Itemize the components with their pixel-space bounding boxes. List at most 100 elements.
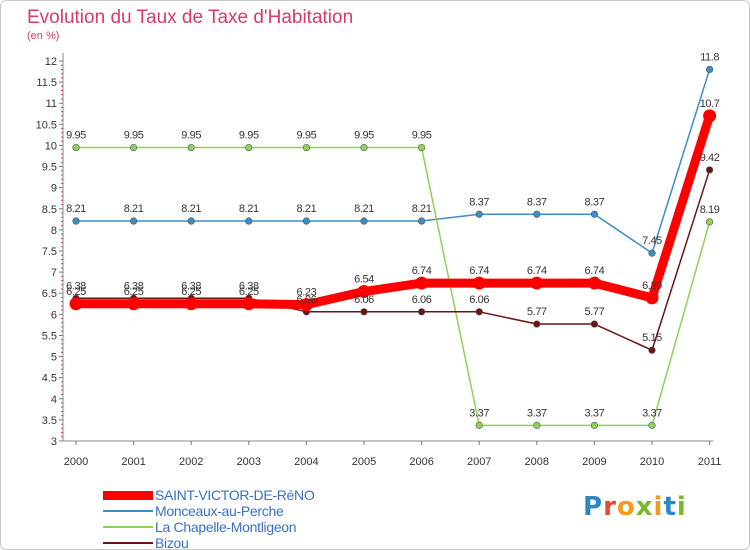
- data-point: [415, 276, 429, 290]
- data-label: 3.37: [642, 407, 662, 419]
- data-point: [475, 308, 483, 316]
- data-label: 6.38: [181, 280, 201, 292]
- data-label: 6.38: [239, 280, 259, 292]
- data-label: 3.37: [469, 407, 489, 419]
- data-label: 8.21: [354, 203, 374, 215]
- data-point: [245, 143, 253, 152]
- data-label: 9.95: [354, 130, 374, 142]
- data-point: [648, 249, 656, 257]
- x-tick-label: 2006: [409, 456, 433, 468]
- legend-swatch: [103, 526, 153, 528]
- legend-label: Bizou: [155, 535, 189, 550]
- data-point: [533, 320, 541, 328]
- legend-swatch: [103, 542, 153, 544]
- data-point: [242, 297, 256, 311]
- y-tick-label: 5.5: [42, 330, 57, 342]
- data-label: 6.74: [412, 265, 432, 277]
- series-line-0: [71, 111, 715, 310]
- data-label: 8.21: [412, 203, 432, 215]
- data-label: 9.95: [296, 130, 316, 142]
- data-point: [475, 210, 483, 218]
- data-label: 6.25: [181, 286, 201, 298]
- data-label: 6.38: [124, 280, 144, 292]
- y-tick-label: 10: [45, 140, 57, 152]
- data-label: 9.95: [239, 130, 259, 142]
- data-label: 6.06: [412, 294, 432, 306]
- data-point: [472, 276, 486, 290]
- data-label: 11.8: [700, 51, 719, 63]
- logo-letter: P: [583, 492, 604, 522]
- logo-letter: r: [603, 492, 617, 522]
- data-label: 6.74: [527, 265, 547, 277]
- y-tick-label: 3.5: [42, 415, 57, 427]
- data-label: 6.74: [584, 265, 604, 277]
- data-point: [184, 297, 198, 311]
- logo-letter: t: [663, 492, 677, 522]
- data-label: 8.21: [296, 203, 316, 215]
- data-label: 7.45: [642, 235, 662, 247]
- data-point: [299, 298, 313, 312]
- data-point: [533, 421, 541, 429]
- series-line-3: [75, 169, 711, 351]
- data-point: [357, 285, 371, 299]
- data-point: [69, 297, 83, 311]
- data-point: [705, 218, 714, 226]
- data-label: 6.25: [239, 286, 259, 298]
- y-tick-label: 11: [46, 98, 57, 110]
- data-point: [418, 143, 426, 152]
- proxiti-logo: Proxiti: [583, 492, 687, 522]
- data-point: [590, 421, 599, 429]
- data-label: 3.37: [527, 407, 547, 419]
- legend-label: Monceaux-au-Perche: [155, 503, 284, 519]
- data-label: 6.38: [66, 280, 86, 292]
- data-label: 6.54: [354, 274, 374, 286]
- logo-letter: i: [653, 492, 664, 522]
- y-tick-label: 10.5: [36, 119, 57, 131]
- data-label: 6.25: [66, 286, 86, 298]
- logo-letter: x: [635, 492, 654, 522]
- data-label: 8.21: [66, 203, 86, 215]
- y-tick-label: 7.5: [42, 246, 57, 258]
- x-tick-label: 2011: [698, 456, 722, 468]
- data-point: [418, 308, 426, 316]
- data-point: [533, 210, 541, 218]
- data-label: 9.95: [66, 130, 86, 142]
- data-label: 5.77: [527, 306, 547, 318]
- series-line-2: [75, 146, 711, 427]
- x-tick-label: 2005: [352, 456, 376, 468]
- x-tick-label: 2001: [121, 456, 145, 468]
- data-label: 8.19: [700, 204, 720, 216]
- data-label: 10.7: [700, 98, 720, 110]
- data-label: 6.25: [124, 286, 144, 298]
- y-tick-label: 6: [51, 309, 57, 321]
- data-point: [475, 421, 483, 429]
- legend-label: SAINT-VICTOR-DE-RéNO: [155, 487, 315, 503]
- chart-unit-label: (en %): [27, 30, 60, 42]
- x-tick-label: 2004: [294, 456, 318, 468]
- logo-letter: i: [676, 492, 687, 522]
- y-tick-label: 9: [51, 183, 57, 195]
- data-label: 6.06: [469, 294, 489, 306]
- x-tick-label: 2002: [179, 456, 203, 468]
- y-tick-label: 8: [51, 225, 57, 237]
- x-tick-label: 2008: [525, 456, 549, 468]
- x-tick-label: 2009: [582, 456, 606, 468]
- data-label: 8.21: [239, 203, 259, 215]
- data-point: [648, 346, 656, 354]
- data-label: 6.06: [354, 294, 374, 306]
- logo-letter: o: [616, 492, 636, 522]
- data-label: 9.95: [412, 130, 432, 142]
- x-tick-label: 2007: [467, 456, 491, 468]
- data-point: [130, 143, 138, 152]
- data-point: [590, 320, 599, 328]
- data-point: [705, 166, 714, 174]
- data-point: [360, 308, 368, 316]
- y-tick-label: 11.5: [36, 77, 57, 89]
- x-tick-label: 2010: [640, 456, 664, 468]
- data-label: 9.95: [124, 130, 144, 142]
- data-label: 9.42: [700, 152, 720, 164]
- y-tick-label: 3: [51, 436, 57, 448]
- data-point: [703, 109, 717, 123]
